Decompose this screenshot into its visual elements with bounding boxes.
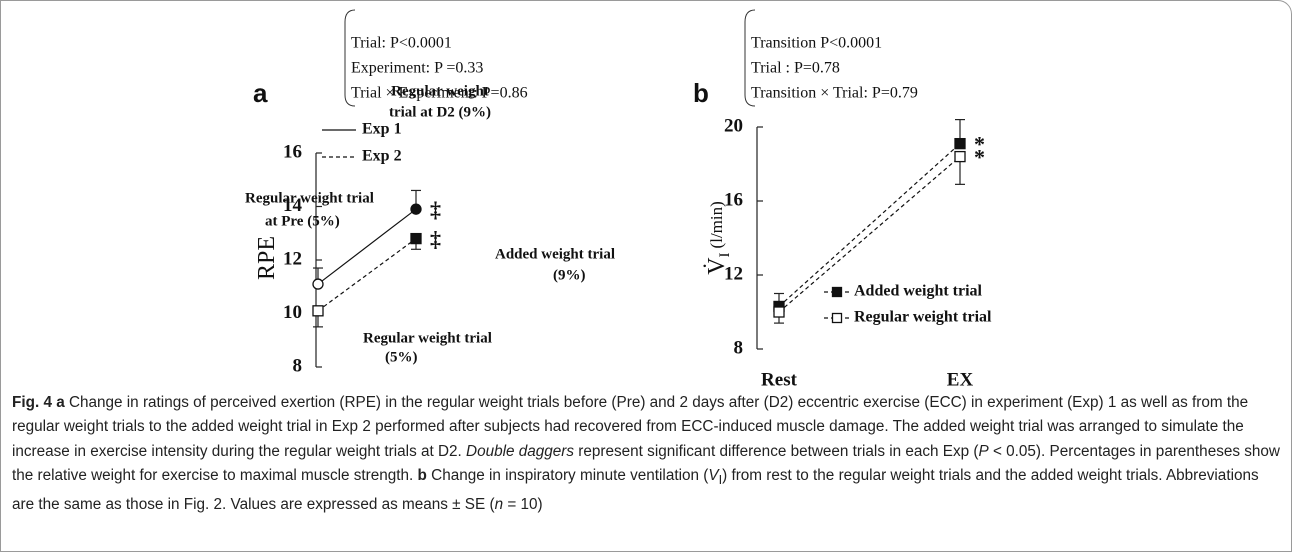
point xyxy=(312,278,324,290)
y-axis-label-part: V̇ xyxy=(703,257,729,275)
legend-label: Regular weight trial xyxy=(854,309,992,326)
caption-label: Fig. 4 a xyxy=(12,394,65,411)
stat-line: Experiment: P =0.33 xyxy=(351,60,483,77)
point xyxy=(410,203,422,215)
bracket xyxy=(744,9,756,107)
annotation: Regular weight trial xyxy=(363,330,492,346)
point xyxy=(410,232,422,245)
point xyxy=(954,150,966,163)
series-line xyxy=(317,208,417,285)
y-axis-label-part: RPE xyxy=(254,236,280,280)
stat-line: Trial × Experiment: P=0.86 xyxy=(351,85,528,102)
caption-text: represent significant difference between… xyxy=(574,442,979,460)
y-axis-label: V̇I (l/min) xyxy=(703,201,733,275)
y-tick-label: 14 xyxy=(283,195,303,216)
y-axis-label-part: I xyxy=(717,252,733,257)
y-tick-label: 20 xyxy=(724,115,743,136)
legend-label: Exp 2 xyxy=(362,148,402,165)
series-line xyxy=(317,238,417,312)
caption-text: n xyxy=(494,495,504,513)
significance-mark: ‡ xyxy=(430,227,441,252)
y-axis-label-part: (l/min) xyxy=(707,201,726,248)
point xyxy=(773,306,785,318)
caption-text: P xyxy=(978,442,989,460)
caption-text: ) from rest to the regular weight trials… xyxy=(12,467,1259,513)
annotation: Regular weight trial xyxy=(245,190,374,206)
y-tick-label: 16 xyxy=(283,141,302,162)
x-tick-label: EX xyxy=(947,369,974,390)
panel-label: a xyxy=(253,78,268,108)
significance-mark: ‡ xyxy=(430,197,441,222)
annotation: (9%) xyxy=(553,267,586,283)
annotation: trial at D2 (9%) xyxy=(389,104,491,120)
panel-label: b xyxy=(693,78,709,108)
stat-line: Transition P<0.0001 xyxy=(751,35,882,52)
x-tick-label: Rest xyxy=(761,369,798,390)
charts: a Trial: P<0.0001 Experiment: P =0.33 Trial… xyxy=(245,9,992,390)
stat-line: Transition × Trial: P=0.79 xyxy=(751,85,918,102)
point xyxy=(954,137,966,150)
point xyxy=(831,286,843,298)
y-axis-label: RPE xyxy=(254,236,280,280)
point xyxy=(831,312,843,324)
y-tick-label: 8 xyxy=(734,337,744,358)
stat-line: Trial: P<0.0001 xyxy=(351,35,452,52)
y-tick-label: 8 xyxy=(293,355,303,376)
caption-text: I xyxy=(718,472,723,488)
caption-text: V xyxy=(708,467,719,485)
annotation: at Pre (5%) xyxy=(265,213,340,229)
significance-mark: * xyxy=(974,145,985,170)
y-tick-label: 12 xyxy=(724,263,743,284)
legend-label: Exp 1 xyxy=(362,121,402,138)
legend-label: Added weight trial xyxy=(854,283,983,300)
caption-text: = 10) xyxy=(503,495,543,513)
caption: Fig. 4 a Change in ratings of perceived … xyxy=(12,391,1284,517)
series-line xyxy=(778,156,961,313)
bracket xyxy=(344,9,356,107)
stat-line: Trial : P=0.78 xyxy=(751,60,840,77)
caption-text: Double daggers xyxy=(466,442,575,460)
caption-text: Change in ratings of perceived exertion … xyxy=(12,394,1249,460)
caption-text: < 0.05). Percentages in parentheses show… xyxy=(12,442,1280,485)
y-tick-label: 12 xyxy=(283,248,302,269)
annotation: Added weight trial xyxy=(495,246,615,262)
caption-text: Change in inspiratory minute ventilation… xyxy=(426,467,709,485)
annotation: (5%) xyxy=(385,349,418,365)
annotation: Regular weight xyxy=(391,83,489,99)
point xyxy=(312,305,324,317)
y-tick-label: 16 xyxy=(724,189,743,210)
series-line xyxy=(778,143,961,307)
y-tick-label: 10 xyxy=(283,302,302,323)
significance-mark: * xyxy=(974,132,985,157)
caption-label: b xyxy=(417,467,427,485)
